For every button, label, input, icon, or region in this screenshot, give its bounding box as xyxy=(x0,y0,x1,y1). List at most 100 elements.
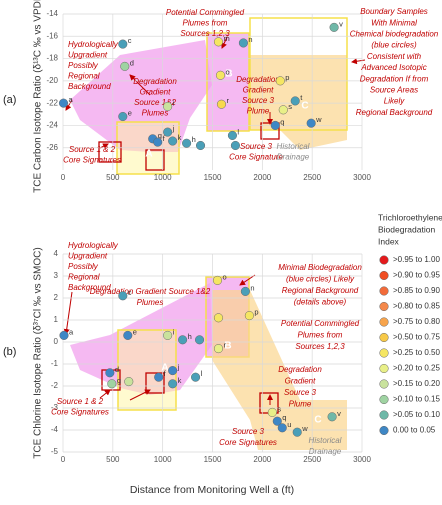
data-point xyxy=(168,379,178,389)
legend-label: >0.85 to 0.90 xyxy=(393,286,440,295)
annotation: Regional xyxy=(68,273,100,282)
region-box xyxy=(206,32,250,132)
data-point xyxy=(123,330,133,340)
y-tick-label: 1 xyxy=(54,315,59,324)
core-box xyxy=(145,372,165,394)
point-label: v xyxy=(337,409,341,418)
data-point xyxy=(238,38,248,48)
annotation: Drainage xyxy=(277,153,310,162)
point-label: r xyxy=(226,96,229,105)
annotation: Gradient xyxy=(140,88,171,97)
data-point xyxy=(124,377,134,387)
point-label: r xyxy=(223,341,226,350)
annotation: Core Signature xyxy=(229,153,283,162)
y-tick-label: -3 xyxy=(51,403,59,412)
data-point xyxy=(227,130,237,141)
data-point xyxy=(240,286,250,296)
data-point xyxy=(213,37,224,47)
point-label: j xyxy=(172,124,175,133)
annotation: (details above) xyxy=(294,298,347,307)
annotation: Hydrologically xyxy=(68,40,119,49)
x-tick-label: 500 xyxy=(106,455,120,464)
point-label: j xyxy=(177,363,180,372)
data-point xyxy=(329,22,339,32)
x-tick-label: 1000 xyxy=(154,455,172,464)
annotation: Plume xyxy=(247,107,270,116)
point-label: o xyxy=(225,67,229,76)
y-tick-label: -20 xyxy=(46,76,58,85)
data-point xyxy=(168,136,178,146)
annotation: Boundary Samples xyxy=(360,7,428,16)
point-label: p xyxy=(254,308,258,317)
data-point xyxy=(213,313,224,323)
point-label: e xyxy=(133,327,137,336)
legend-label: >0.15 to 0.20 xyxy=(393,379,440,388)
legend-swatch xyxy=(379,255,389,265)
point-label: s xyxy=(288,102,292,111)
annotation: Background xyxy=(68,82,111,91)
region-label: A xyxy=(145,149,152,160)
point-label: o xyxy=(222,272,226,281)
point-label: m xyxy=(223,34,229,43)
y-tick-label: -18 xyxy=(46,54,58,63)
annotation: Gradient xyxy=(243,86,274,95)
data-point xyxy=(194,335,205,345)
core-box xyxy=(98,141,122,163)
annotation: Source 3 xyxy=(232,427,265,436)
point-label: u xyxy=(287,420,291,429)
legend-label: >0.25 to 0.50 xyxy=(393,348,440,357)
data-point xyxy=(178,335,188,345)
data-point xyxy=(105,368,115,378)
point-label: l xyxy=(237,127,239,136)
annotation: Plumes from xyxy=(298,331,343,340)
annotation: Gradient xyxy=(285,377,316,386)
data-point xyxy=(191,372,201,382)
data-point xyxy=(107,379,117,389)
region-shape xyxy=(212,290,347,450)
point-label: q xyxy=(280,117,284,126)
data-point xyxy=(59,330,69,340)
data-point xyxy=(292,427,302,437)
x-tick-label: 500 xyxy=(106,173,120,182)
region-label: B xyxy=(224,341,231,352)
legend-label: >0.05 to 0.10 xyxy=(393,410,440,419)
annotation: Chemical biodegradation xyxy=(350,30,439,39)
legend-label: >0.20 to 0.25 xyxy=(393,364,440,373)
point-label: l xyxy=(201,369,203,378)
annotation: Likely xyxy=(384,97,405,106)
x-tick-label: 2000 xyxy=(253,173,271,182)
point-label: g xyxy=(117,376,121,385)
y-tick-label: 4 xyxy=(54,249,59,258)
annotation: Upgradient xyxy=(68,51,108,60)
arrow xyxy=(65,99,73,111)
point-label: w xyxy=(301,424,308,433)
point-label: k xyxy=(178,133,182,142)
legend-swatch xyxy=(379,317,389,327)
legend-label: >0.75 to 0.80 xyxy=(393,317,440,326)
x-tick-label: 3000 xyxy=(353,173,371,182)
legend-swatch xyxy=(379,348,389,358)
data-point xyxy=(216,99,227,109)
annotation: Degradation xyxy=(236,75,280,84)
y-tick-label: -4 xyxy=(51,425,59,434)
annotation: Degradation xyxy=(278,365,322,374)
data-point xyxy=(272,416,282,426)
data-point xyxy=(275,76,285,86)
point-label: f xyxy=(163,134,166,143)
data-point xyxy=(163,330,173,340)
y-tick-label: -5 xyxy=(51,447,59,456)
x-tick-label: 2500 xyxy=(303,173,321,182)
point-label: n xyxy=(250,283,254,292)
data-point xyxy=(230,140,240,151)
arrow xyxy=(99,389,111,399)
data-point xyxy=(306,118,316,128)
legend-swatch xyxy=(379,379,389,389)
annotation: (blue circles) xyxy=(371,41,417,50)
y-tick-label: -24 xyxy=(46,121,58,130)
point-label: c xyxy=(128,36,132,45)
point-label: n xyxy=(248,35,252,44)
point-label: v xyxy=(339,19,343,28)
point-label: i xyxy=(173,327,175,336)
point-label: i xyxy=(173,98,175,107)
annotation: With Minimal xyxy=(371,18,417,27)
